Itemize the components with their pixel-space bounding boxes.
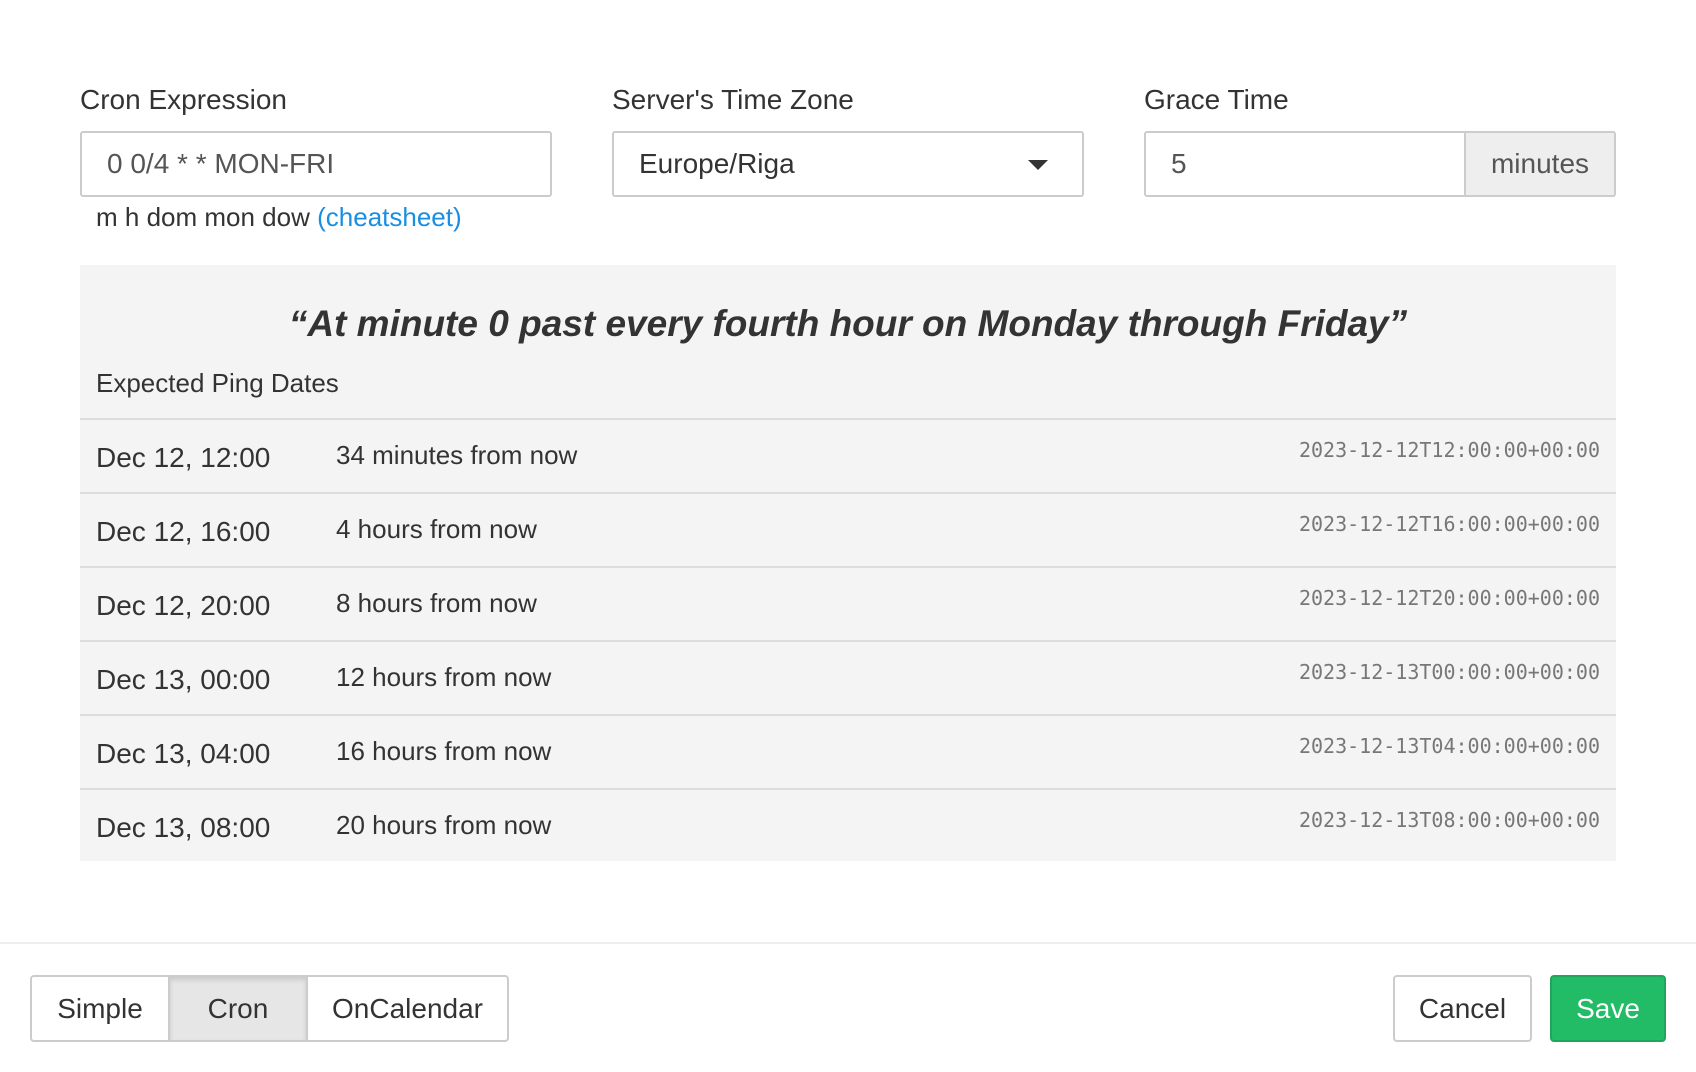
ping-relative: 8 hours from now: [336, 588, 537, 618]
table-row: Dec 13, 08:00 20 hours from now 2023-12-13…: [80, 788, 1616, 862]
ping-relative: 20 hours from now: [336, 810, 552, 840]
grace-unit: minutes: [1464, 133, 1614, 195]
ping-date: Dec 13, 08:00: [96, 812, 271, 843]
ping-iso: 2023-12-13T04:00:00+00:00: [1298, 734, 1600, 758]
grace-time-group: 5 minutes: [1144, 131, 1616, 197]
ping-iso: 2023-12-12T12:00:00+00:00: [1298, 438, 1600, 462]
ping-relative: 34 minutes from now: [336, 440, 578, 470]
ping-relative: 4 hours from now: [336, 514, 537, 544]
table-row: Dec 13, 04:00 16 hours from now 2023-12-13…: [80, 714, 1616, 788]
ping-iso: 2023-12-13T08:00:00+00:00: [1298, 808, 1600, 832]
ping-iso: 2023-12-13T00:00:00+00:00: [1298, 660, 1600, 684]
cron-fields-hint: m h dom mon dow: [96, 202, 310, 232]
mode-simple-button[interactable]: Simple: [30, 975, 170, 1042]
chevron-down-icon: [1028, 160, 1048, 170]
timezone-value: Europe/Riga: [639, 148, 795, 179]
table-row: Dec 13, 00:00 12 hours from now 2023-12-13…: [80, 640, 1616, 714]
ping-date: Dec 13, 04:00: [96, 738, 271, 769]
ping-date: Dec 12, 20:00: [96, 590, 271, 621]
footer-divider: [0, 942, 1696, 944]
ping-iso: 2023-12-12T16:00:00+00:00: [1298, 512, 1600, 536]
table-row: Dec 12, 12:00 34 minutes from now 2023-12-…: [80, 418, 1616, 492]
cancel-button[interactable]: Cancel: [1393, 975, 1532, 1042]
cron-expression-input[interactable]: 0 0/4 * * MON-FRI: [80, 131, 552, 197]
table-row: Dec 12, 16:00 4 hours from now 2023-12-12T…: [80, 492, 1616, 566]
ping-dates-table: Dec 12, 12:00 34 minutes from now 2023-12-…: [80, 418, 1616, 862]
cheatsheet-link[interactable]: (cheatsheet): [317, 202, 462, 232]
ping-date: Dec 12, 16:00: [96, 516, 271, 547]
cron-description: “At minute 0 past every fourth hour on M…: [288, 303, 1408, 344]
cron-hint: m h dom mon dow (cheatsheet): [96, 202, 462, 233]
expected-ping-dates-heading: Expected Ping Dates: [96, 368, 339, 398]
table-row: Dec 12, 20:00 8 hours from now 2023-12-12T…: [80, 566, 1616, 640]
cron-label: Cron Expression: [80, 84, 287, 115]
timezone-select[interactable]: Europe/Riga: [612, 131, 1084, 197]
grace-time-input[interactable]: 5: [1171, 148, 1187, 179]
ping-relative: 16 hours from now: [336, 736, 552, 766]
mode-oncalendar-button[interactable]: OnCalendar: [306, 975, 509, 1042]
ping-date: Dec 13, 00:00: [96, 664, 271, 695]
mode-cron-button[interactable]: Cron: [168, 975, 308, 1042]
save-button[interactable]: Save: [1550, 975, 1666, 1042]
ping-iso: 2023-12-12T20:00:00+00:00: [1298, 586, 1600, 610]
ping-date: Dec 12, 12:00: [96, 442, 271, 473]
cron-preview-panel: “At minute 0 past every fourth hour on M…: [80, 265, 1616, 861]
grace-label: Grace Time: [1144, 84, 1289, 115]
ping-relative: 12 hours from now: [336, 662, 552, 692]
timezone-label: Server's Time Zone: [612, 84, 854, 115]
